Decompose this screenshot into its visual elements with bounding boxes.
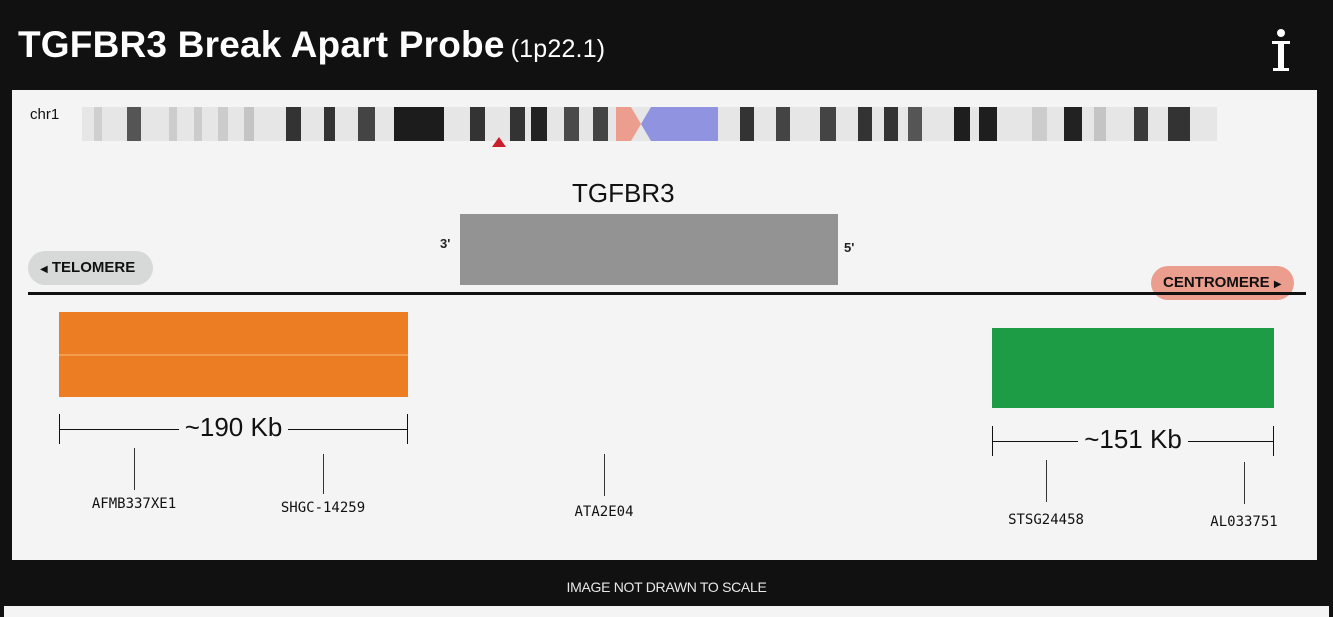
- gene-name: TGFBR3: [572, 178, 675, 208]
- band: [858, 107, 872, 141]
- band: [324, 107, 335, 141]
- telomere-direction-button[interactable]: ◀ TELOMERE: [28, 251, 154, 285]
- footer-note: IMAGE NOT DRAWN TO SCALE: [566, 579, 767, 595]
- diagram-panel: chr1: [12, 90, 1317, 560]
- gene-locus-marker: [492, 137, 506, 147]
- band: [531, 107, 547, 141]
- info-icon[interactable]: [1266, 28, 1296, 72]
- band: [169, 107, 177, 141]
- chromosome-line: [28, 292, 1306, 295]
- marker-label: STSG24458: [1008, 512, 1084, 528]
- band: [358, 107, 375, 141]
- title-location: (1p22.1): [510, 35, 606, 63]
- band: [394, 107, 444, 141]
- page-title: TGFBR3 Break Apart Probe (1p22.1): [18, 24, 605, 66]
- orange-probe-size: ~190 Kb: [178, 412, 289, 442]
- band: [127, 107, 141, 141]
- band: [776, 107, 790, 141]
- green-probe-size-scale: ~151 Kb: [992, 420, 1274, 464]
- band: [1064, 107, 1082, 141]
- band: [1168, 107, 1190, 141]
- band: [1032, 107, 1047, 141]
- marker-tick: [323, 454, 324, 494]
- marker-tick: [134, 448, 135, 490]
- marker-tick: [604, 454, 605, 496]
- gene-3prime-label: 3': [440, 236, 451, 251]
- centromere-region: [641, 107, 718, 141]
- band: [979, 107, 997, 141]
- chromosome-label: chr1: [30, 106, 60, 123]
- centromere-region: [616, 107, 641, 141]
- left-arrow-icon: ◀: [40, 264, 48, 275]
- band: [954, 107, 970, 141]
- orange-probe-size-scale: ~190 Kb: [59, 408, 408, 452]
- title-text: TGFBR3 Break Apart Probe: [18, 24, 505, 65]
- band: [1094, 107, 1106, 141]
- green-probe-size: ~151 Kb: [1078, 424, 1188, 454]
- band: [244, 107, 254, 141]
- bottom-strip: [4, 606, 1329, 617]
- band: [564, 107, 579, 141]
- band: [820, 107, 836, 141]
- band: [884, 107, 898, 141]
- marker-label: AL033751: [1210, 514, 1278, 530]
- green-probe: [992, 328, 1274, 408]
- marker-label: AFMB337XE1: [91, 496, 177, 512]
- band: [194, 107, 202, 141]
- band: [94, 107, 102, 141]
- centromere-label: CENTROMERE: [1163, 274, 1270, 291]
- band: [286, 107, 301, 141]
- orange-probe: [59, 312, 408, 397]
- marker-label: SHGC-14259: [280, 500, 366, 516]
- right-arrow-icon: ▶: [1273, 279, 1282, 290]
- chromosome-ideogram: [82, 107, 1217, 147]
- telomere-label: TELOMERE: [51, 259, 136, 276]
- marker-tick: [1046, 460, 1047, 502]
- probe-highlight-line: [59, 354, 408, 356]
- band: [218, 107, 228, 141]
- band: [470, 107, 485, 141]
- gene-box: [460, 214, 838, 285]
- band: [593, 107, 608, 141]
- band: [510, 107, 525, 141]
- band: [740, 107, 754, 141]
- band: [1134, 107, 1148, 141]
- gene-5prime-label: 5': [844, 240, 855, 255]
- marker-tick: [1244, 462, 1245, 504]
- marker-label: ATA2E04: [574, 504, 634, 520]
- band: [908, 107, 922, 141]
